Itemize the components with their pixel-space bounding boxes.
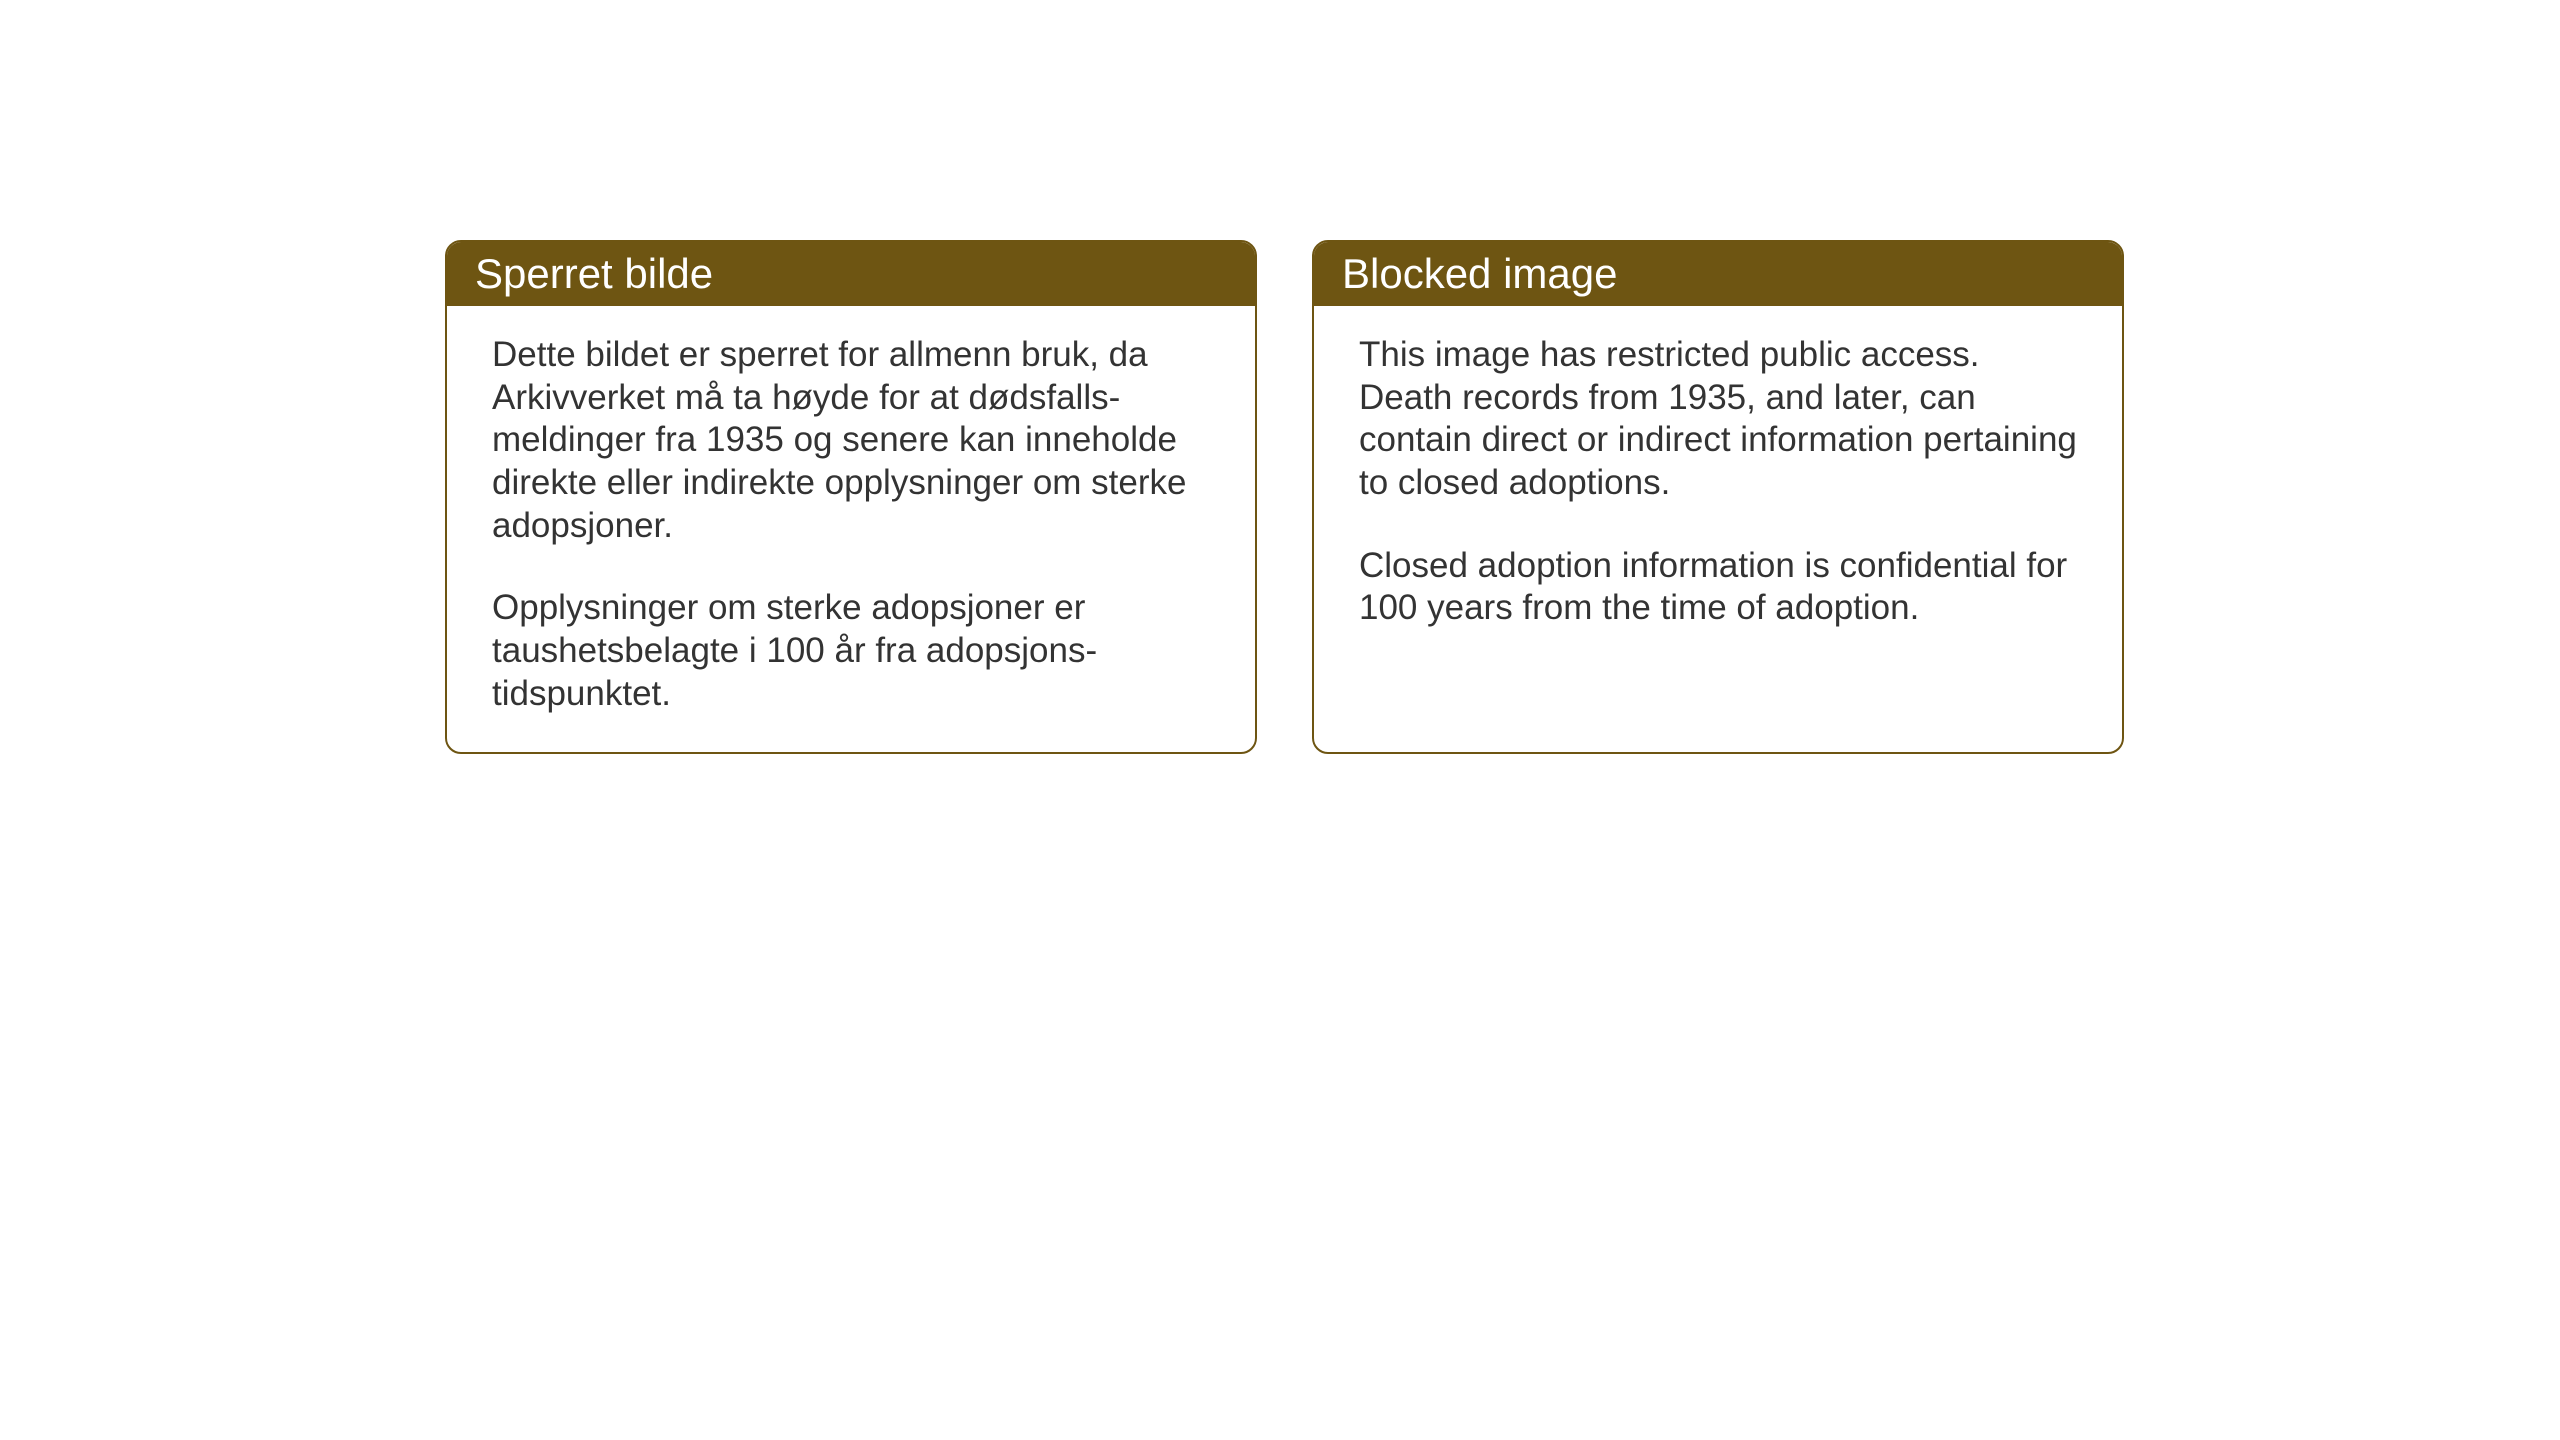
notice-container: Sperret bilde Dette bildet er sperret fo… [445, 240, 2124, 754]
card-paragraph: This image has restricted public access.… [1359, 334, 2077, 505]
card-header: Sperret bilde [447, 242, 1255, 306]
card-body: Dette bildet er sperret for allmenn bruk… [447, 306, 1255, 752]
card-paragraph: Dette bildet er sperret for allmenn bruk… [492, 334, 1210, 547]
card-body: This image has restricted public access.… [1314, 306, 2122, 666]
card-title: Sperret bilde [475, 250, 713, 297]
card-header: Blocked image [1314, 242, 2122, 306]
card-title: Blocked image [1342, 250, 1617, 297]
notice-card-norwegian: Sperret bilde Dette bildet er sperret fo… [445, 240, 1257, 754]
card-paragraph: Opplysninger om sterke adopsjoner er tau… [492, 587, 1210, 715]
card-paragraph: Closed adoption information is confident… [1359, 545, 2077, 630]
notice-card-english: Blocked image This image has restricted … [1312, 240, 2124, 754]
